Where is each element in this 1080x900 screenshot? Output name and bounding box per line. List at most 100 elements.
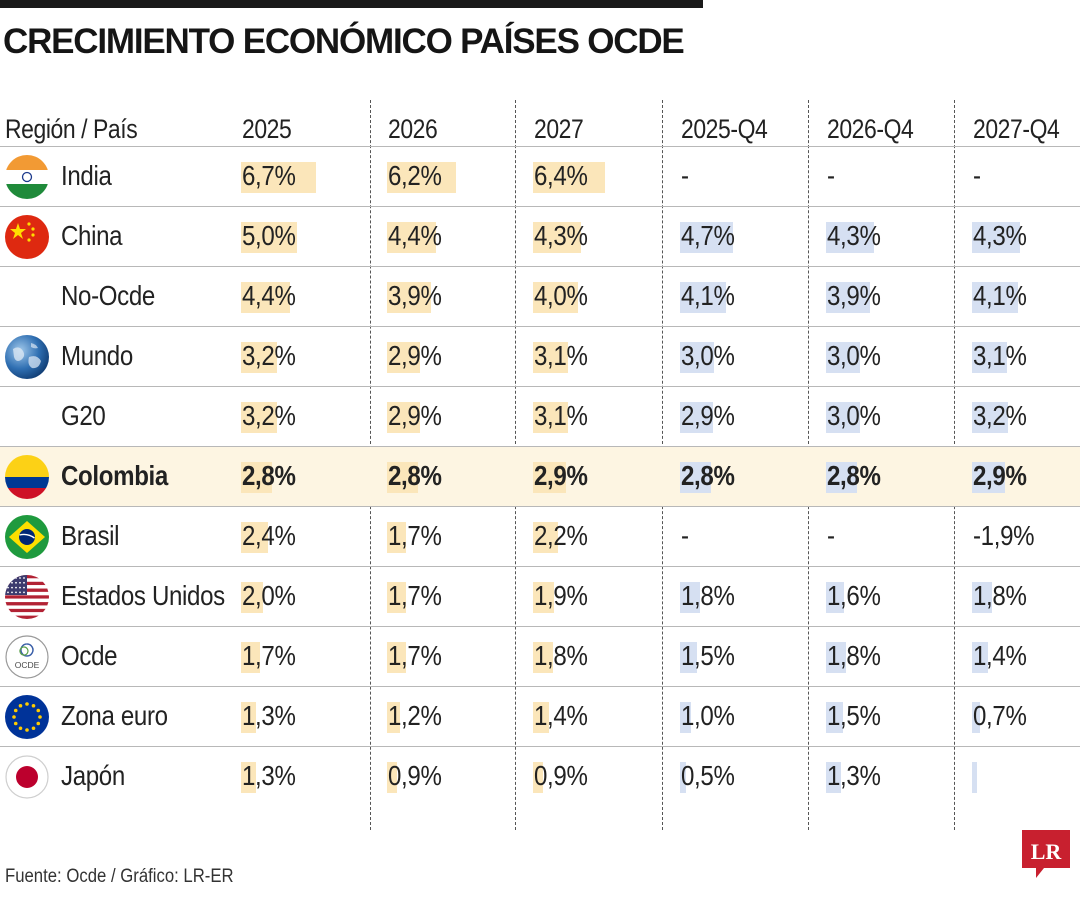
value-label: 1,4%	[534, 700, 588, 731]
table-row: Zona euro 1,3% 1,2% 1,4% 1,0% 1,5% 0,7%	[0, 686, 1080, 747]
value-bar	[972, 642, 988, 673]
column-header: 2026-Q4	[827, 114, 914, 144]
value-label: 1,0%	[681, 700, 735, 731]
value-label: 1,8%	[534, 640, 588, 671]
value-bar	[387, 642, 406, 673]
row-label: Brasil	[61, 520, 120, 551]
value-label: 1,7%	[242, 640, 296, 671]
oecd-logo-icon: OCDE	[5, 635, 49, 679]
value-label: 1,6%	[827, 580, 881, 611]
value-label: 6,7%	[242, 160, 296, 191]
table-row: Estados Unidos 2,0% 1,7% 1,9% 1,8% 1,6% 1,8%	[0, 566, 1080, 627]
column-header: 2025	[242, 114, 292, 144]
growth-table: Región / País 2025 2026 2027 2025-Q4 2026-Q4 2…	[0, 100, 1080, 830]
value-label: 4,0%	[534, 280, 588, 311]
eu-flag-icon	[5, 695, 49, 739]
value-bar	[241, 162, 316, 193]
row-label: India	[61, 160, 112, 191]
value-bar	[241, 762, 256, 793]
value-bar	[533, 222, 582, 253]
value-bar	[241, 642, 260, 673]
value-label: 1,3%	[827, 760, 881, 791]
value-bar	[533, 522, 558, 553]
value-label: 3,2%	[973, 400, 1027, 431]
value-bar	[533, 762, 544, 793]
column-header: 2026	[388, 114, 438, 144]
value-bar	[387, 462, 419, 493]
value-label: 4,4%	[388, 220, 442, 251]
usa-flag-icon	[5, 575, 49, 619]
value-label: 1,3%	[242, 760, 296, 791]
value-label: 2,2%	[534, 520, 588, 551]
value-label: 1,9%	[534, 580, 588, 611]
value-label: 3,9%	[388, 280, 442, 311]
value-bar	[533, 642, 554, 673]
value-bar	[241, 402, 277, 433]
value-label: 1,3%	[242, 700, 296, 731]
value-bar	[387, 582, 406, 613]
value-label: 2,8%	[242, 460, 296, 491]
value-bar	[826, 582, 844, 613]
column-header: 2025-Q4	[681, 114, 768, 144]
row-label: Colombia	[61, 460, 168, 491]
value-bar	[972, 282, 1018, 313]
table-row: India 6,7% 6,2% 6,4% - - -	[0, 146, 1080, 207]
value-bar	[972, 402, 1008, 433]
value-bar	[680, 702, 692, 733]
top-bar	[0, 0, 703, 8]
value-bar	[533, 582, 555, 613]
row-label: Japón	[61, 760, 125, 791]
value-bar	[972, 342, 1007, 373]
value-label: 1,8%	[827, 640, 881, 671]
column-header: Región / País	[5, 114, 138, 144]
value-label: 3,2%	[242, 340, 296, 371]
value-bar	[972, 582, 993, 613]
value-label: 4,4%	[242, 280, 296, 311]
value-label: -	[681, 160, 689, 191]
value-bar	[826, 762, 841, 793]
value-bar	[826, 642, 847, 673]
value-label: 1,8%	[681, 580, 735, 611]
value-label: 3,1%	[534, 340, 588, 371]
value-label: 1,8%	[973, 580, 1027, 611]
lr-logo-icon: LR	[1022, 830, 1070, 878]
value-label: 1,5%	[681, 640, 735, 671]
row-label: Ocde	[61, 640, 118, 671]
value-label: 1,4%	[973, 640, 1027, 671]
value-label: 0,9%	[388, 760, 442, 791]
value-bar	[680, 642, 697, 673]
row-label: Mundo	[61, 340, 133, 371]
value-label: 2,8%	[827, 460, 881, 491]
value-label: 4,3%	[827, 220, 881, 251]
value-label: 3,2%	[242, 400, 296, 431]
table-row: No-Ocde 4,4% 3,9% 4,0% 4,1% 3,9% 4,1%	[0, 266, 1080, 327]
value-label: 3,1%	[534, 400, 588, 431]
table-row: Mundo 3,2% 2,9% 3,1% 3,0% 3,0% 3,1%	[0, 326, 1080, 387]
value-bar	[680, 222, 733, 253]
value-label: 1,7%	[388, 580, 442, 611]
column-header: 2027-Q4	[973, 114, 1060, 144]
value-bar	[387, 342, 420, 373]
value-bar	[680, 582, 701, 613]
japan-flag-icon	[5, 755, 49, 799]
value-bar	[680, 762, 686, 793]
value-bar	[533, 282, 578, 313]
colombia-flag-icon	[5, 455, 49, 499]
value-bar	[387, 702, 401, 733]
value-label: 3,0%	[681, 340, 735, 371]
value-bar	[241, 342, 277, 373]
value-label: 4,7%	[681, 220, 735, 251]
value-label: 2,9%	[388, 340, 442, 371]
source-note: Fuente: Ocde / Gráfico: LR-ER	[5, 866, 234, 887]
value-label: 2,9%	[681, 400, 735, 431]
value-label: 3,0%	[827, 400, 881, 431]
value-bar	[972, 702, 980, 733]
value-bar	[826, 222, 875, 253]
value-label: 0,9%	[534, 760, 588, 791]
value-bar	[680, 402, 713, 433]
value-bar	[241, 462, 273, 493]
value-bar	[826, 402, 860, 433]
value-bar	[826, 462, 858, 493]
brazil-flag-icon	[5, 515, 49, 559]
value-bar	[826, 342, 860, 373]
